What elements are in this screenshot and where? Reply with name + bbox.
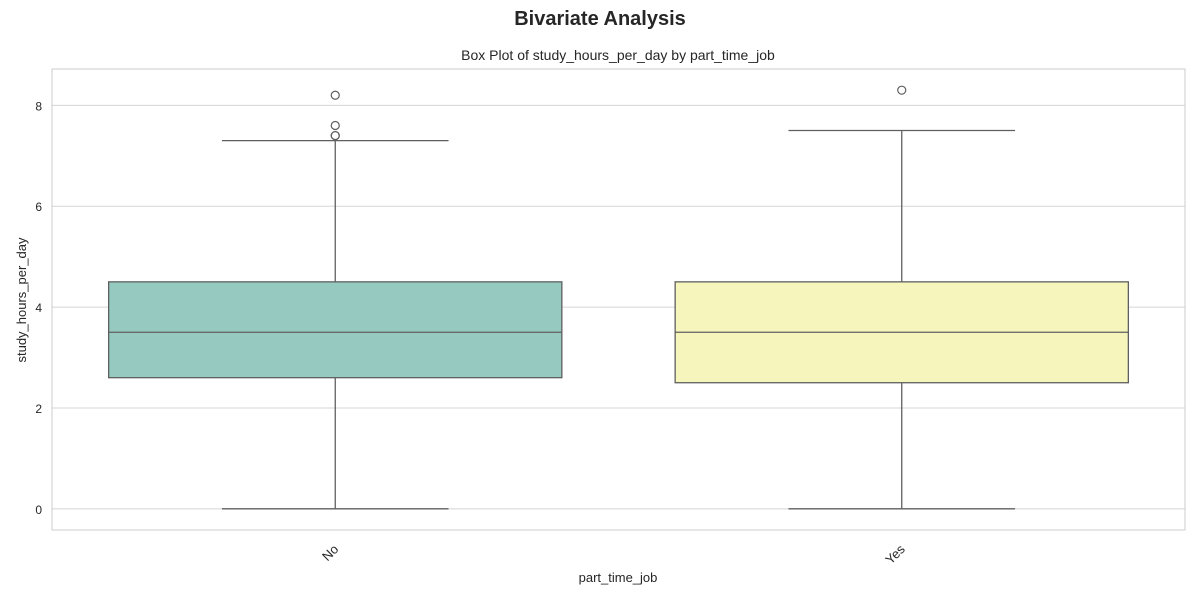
y-tick-labels: 0 2 4 6 8 <box>35 99 42 517</box>
x-tick-label: Yes <box>882 541 908 567</box>
y-tick-label: 6 <box>35 200 42 214</box>
x-axis-label: part_time_job <box>579 570 658 585</box>
iqr-box <box>108 281 563 379</box>
plot-frame <box>51 68 1186 531</box>
figure-suptitle: Bivariate Analysis <box>514 8 686 30</box>
outlier-point <box>897 85 907 95</box>
boxes <box>108 85 1130 510</box>
x-tick-labels: No Yes <box>319 541 908 567</box>
outlier-point <box>330 130 340 141</box>
y-axis-label: study_hours_per_day <box>14 237 29 363</box>
x-tick-label: No <box>319 542 341 564</box>
box-group-no <box>108 90 563 510</box>
outlier-point <box>330 120 340 131</box>
chart-title: Box Plot of study_hours_per_day by part_… <box>461 47 775 63</box>
outlier-point <box>330 90 340 100</box>
box-group-yes <box>674 85 1130 510</box>
y-tick-label: 0 <box>35 503 42 517</box>
y-tick-label: 2 <box>35 402 42 416</box>
y-tick-label: 4 <box>35 301 42 315</box>
y-tick-label: 8 <box>35 99 42 113</box>
